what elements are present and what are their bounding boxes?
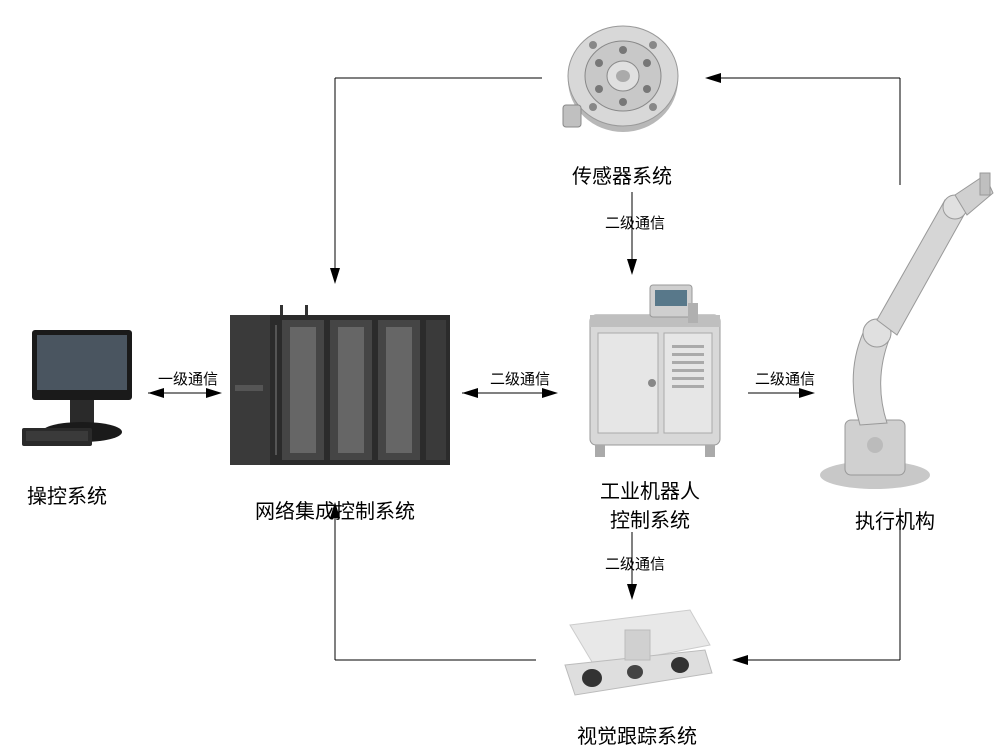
edge-label-robot-vision: 二级通信 xyxy=(605,553,665,574)
plc-icon xyxy=(220,285,460,480)
flange-sensor-icon xyxy=(545,10,695,150)
robot-ctrl-label: 工业机器人 控制系统 xyxy=(600,475,700,533)
edge-label-robot-actuator: 二级通信 xyxy=(755,368,815,389)
edge-label-op-net: 一级通信 xyxy=(158,368,218,389)
monitor-icon xyxy=(22,320,142,450)
edge-label-sensor-robot: 二级通信 xyxy=(605,212,665,233)
robot-controller-node: 工业机器人 控制系统 xyxy=(560,275,750,465)
sensor-label: 传感器系统 xyxy=(572,160,672,189)
vision-label: 视觉跟踪系统 xyxy=(577,720,697,749)
robot-arm-icon xyxy=(805,165,995,495)
vision-tracking-node: 视觉跟踪系统 xyxy=(535,595,735,710)
operator-label: 操控系统 xyxy=(27,480,107,509)
camera3d-icon xyxy=(540,595,730,710)
network-control-node: 网络集成控制系统 xyxy=(220,285,460,480)
network-label: 网络集成控制系统 xyxy=(255,495,415,524)
sensor-system-node: 传感器系统 xyxy=(530,10,710,150)
edge-label-net-robot: 二级通信 xyxy=(490,368,550,389)
cabinet-icon xyxy=(570,275,740,465)
operator-system-node: 操控系统 xyxy=(12,320,152,450)
actuator-label: 执行机构 xyxy=(855,505,935,534)
actuator-node: 执行机构 xyxy=(800,165,1000,495)
